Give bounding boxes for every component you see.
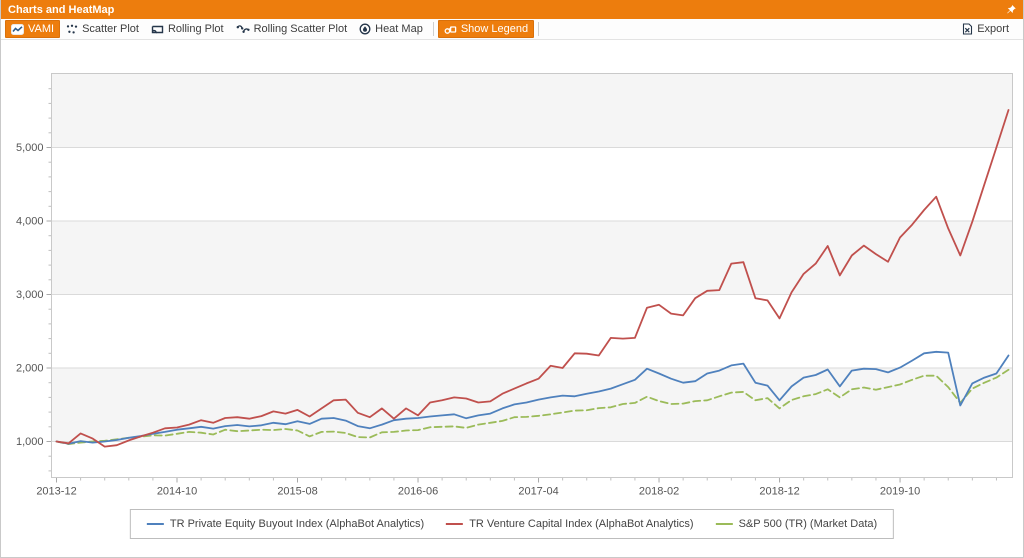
plot-band (51, 368, 1013, 442)
chart-toolbar: VAMI Scatter Plot Rolling Plot (1, 19, 1023, 40)
legend-label: TR Private Equity Buyout Index (AlphaBot… (169, 518, 425, 530)
legend-label: TR Venture Capital Index (AlphaBot Analy… (469, 518, 694, 530)
toggle-show-legend[interactable]: Show Legend (437, 20, 535, 38)
tab-rolling-plot[interactable]: Rolling Plot (145, 20, 230, 38)
tab-heat-map[interactable]: Heat Map (353, 20, 429, 38)
y-axis-label: 3,000 (16, 289, 44, 301)
export-button[interactable]: Export (956, 20, 1015, 38)
vami-chart: 1,000 2,000 3,000 4,000 5,000 2013-12 2014-10 2… (1, 41, 1023, 556)
toolbar-separator (432, 22, 434, 36)
x-axis-label: 2014-10 (157, 486, 197, 498)
y-axis-label: 1,000 (16, 436, 44, 448)
legend-marker (446, 523, 464, 525)
vami-chart-plot[interactable]: 1,000 2,000 3,000 4,000 5,000 2013-12 2014-10 2… (1, 41, 1023, 556)
title-bar: Charts and HeatMap (1, 0, 1023, 19)
panel-title: Charts and HeatMap (8, 3, 115, 16)
x-axis-label: 2019-10 (880, 486, 920, 498)
pin-icon[interactable] (1006, 4, 1017, 15)
tab-scatter-plot[interactable]: Scatter Plot (60, 20, 145, 38)
tab-vami-label: VAMI (28, 23, 55, 35)
tab-heat-map-label: Heat Map (375, 23, 423, 35)
series-line[interactable] (55, 368, 1010, 446)
rolling-plot-icon (151, 24, 164, 35)
x-axis-label: 2018-12 (759, 486, 799, 498)
legend-item: S&P 500 (TR) (Market Data) (715, 518, 878, 530)
legend-item: TR Venture Capital Index (AlphaBot Analy… (446, 518, 694, 530)
line-chart-icon (11, 23, 24, 35)
plot-band (51, 73, 1013, 148)
plot-band (51, 221, 1013, 295)
series-line[interactable] (55, 109, 1010, 448)
y-axis-label: 2,000 (16, 363, 44, 375)
legend-marker (146, 523, 164, 525)
x-axis-label: 2018-02 (639, 486, 679, 498)
series-line[interactable] (55, 350, 1010, 445)
x-axis-label: 2013-12 (36, 486, 76, 498)
heat-map-icon (359, 23, 371, 35)
x-axis-label: 2015-08 (277, 486, 317, 498)
tab-vami[interactable]: VAMI (5, 20, 61, 38)
export-button-label: Export (977, 23, 1009, 35)
legend-label: S&P 500 (TR) (Market Data) (738, 518, 878, 530)
chart-legend: TR Private Equity Buyout Index (AlphaBot… (129, 509, 895, 539)
toggle-show-legend-label: Show Legend (460, 23, 529, 35)
legend-marker (715, 523, 733, 525)
tab-rolling-scatter-plot-label: Rolling Scatter Plot (253, 23, 348, 35)
x-axis-label: 2017-04 (518, 486, 558, 498)
export-excel-icon (962, 23, 973, 35)
tab-rolling-plot-label: Rolling Plot (167, 23, 224, 35)
y-axis-label: 5,000 (16, 142, 44, 154)
legend-icon (444, 24, 457, 35)
tab-scatter-plot-label: Scatter Plot (82, 23, 139, 35)
y-axis-label: 4,000 (16, 216, 44, 228)
tab-rolling-scatter-plot[interactable]: Rolling Scatter Plot (230, 20, 354, 38)
legend-item: TR Private Equity Buyout Index (AlphaBot… (146, 518, 425, 530)
rolling-scatter-icon (236, 24, 250, 35)
scatter-icon (66, 24, 78, 35)
x-axis-label: 2016-06 (398, 486, 438, 498)
toolbar-separator (538, 22, 540, 36)
plot-border (51, 73, 1013, 478)
